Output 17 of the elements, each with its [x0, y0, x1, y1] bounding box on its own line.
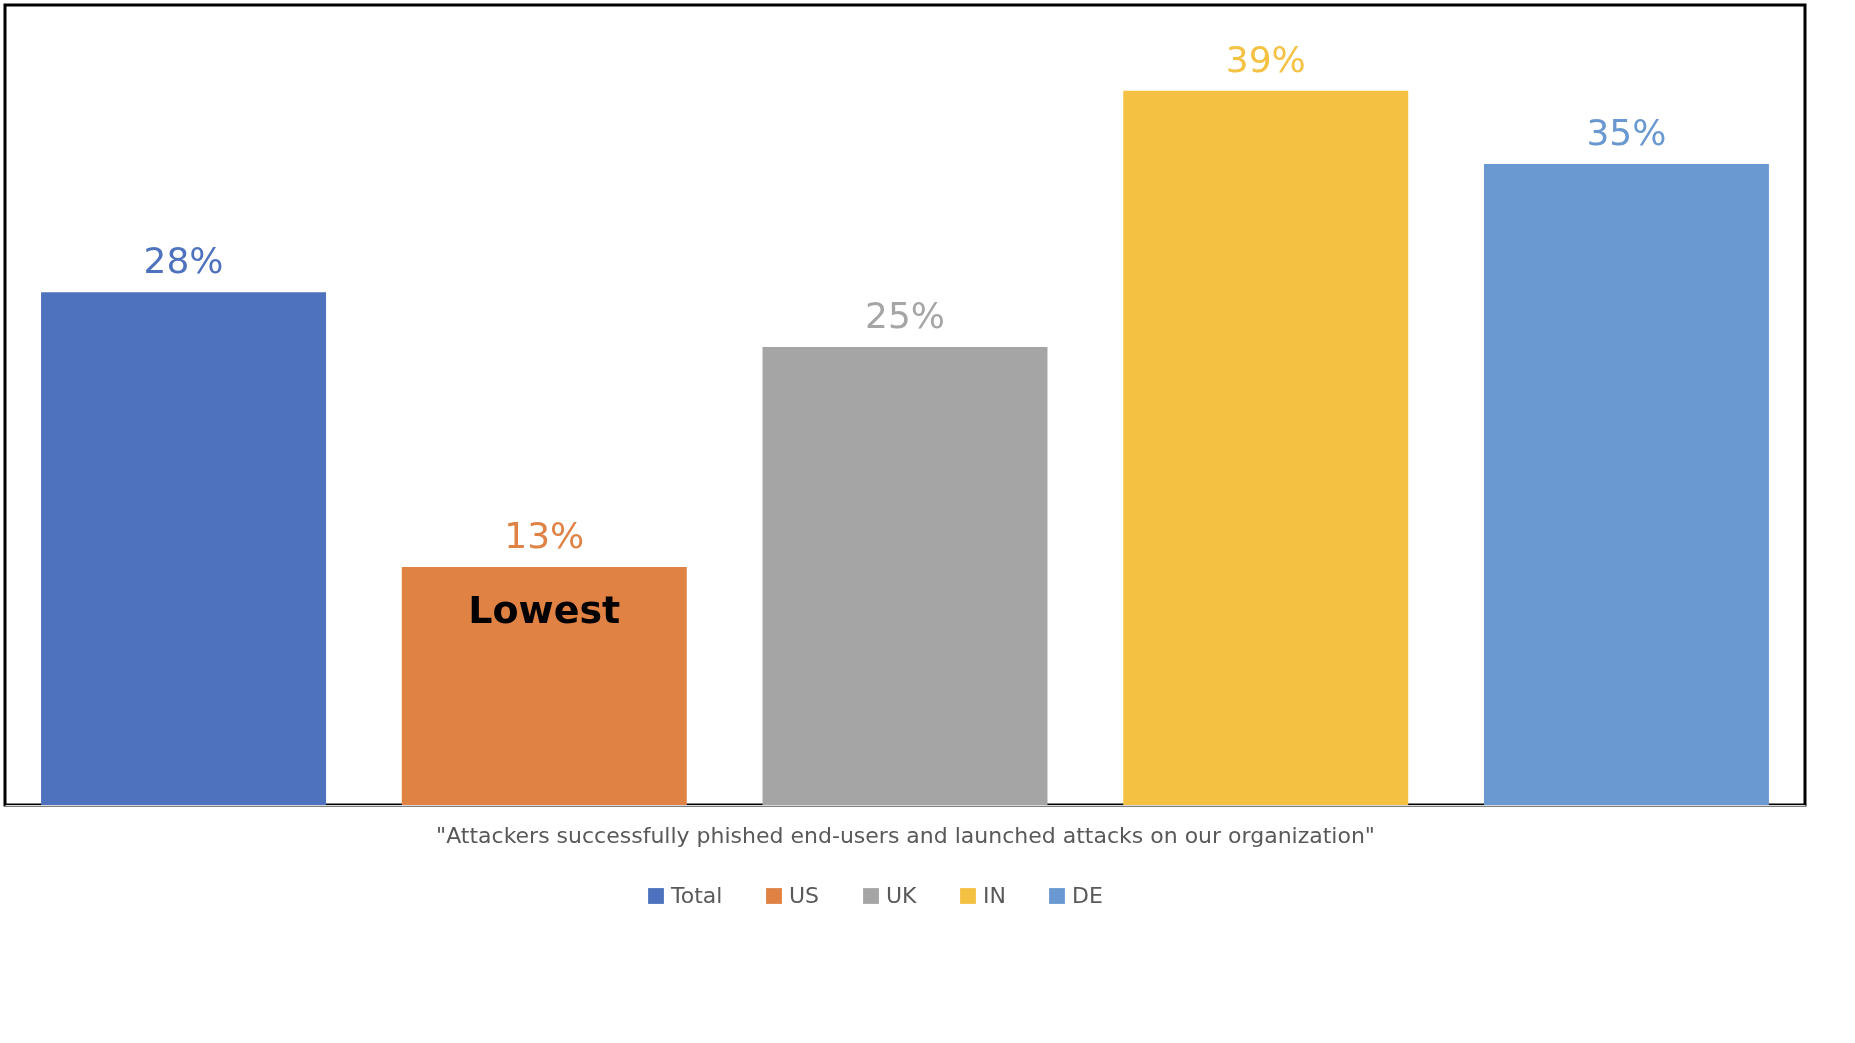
legend-label: US	[789, 883, 820, 908]
bar	[41, 292, 327, 805]
annotation: Lowest	[468, 587, 621, 632]
data-label: 28%	[143, 240, 224, 282]
legend-label: IN	[983, 883, 1006, 908]
bar	[1483, 163, 1769, 805]
bar	[401, 566, 687, 805]
x-axis-title: "Attackers successfully phished end-users and launched attacks on our organization"	[436, 822, 1375, 848]
data-label: 35%	[1586, 111, 1667, 153]
bar	[762, 347, 1048, 805]
bar	[1123, 90, 1409, 805]
legend-label: Total	[670, 883, 723, 908]
data-label: 13%	[504, 514, 585, 556]
legend-label: DE	[1072, 883, 1103, 908]
legend-label: UK	[886, 883, 918, 908]
data-label: 25%	[864, 295, 946, 337]
data-label: 39%	[1225, 38, 1306, 80]
